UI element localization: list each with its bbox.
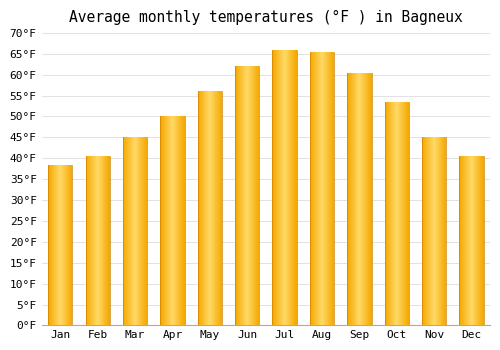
- Title: Average monthly temperatures (°F ) in Bagneux: Average monthly temperatures (°F ) in Ba…: [69, 10, 463, 25]
